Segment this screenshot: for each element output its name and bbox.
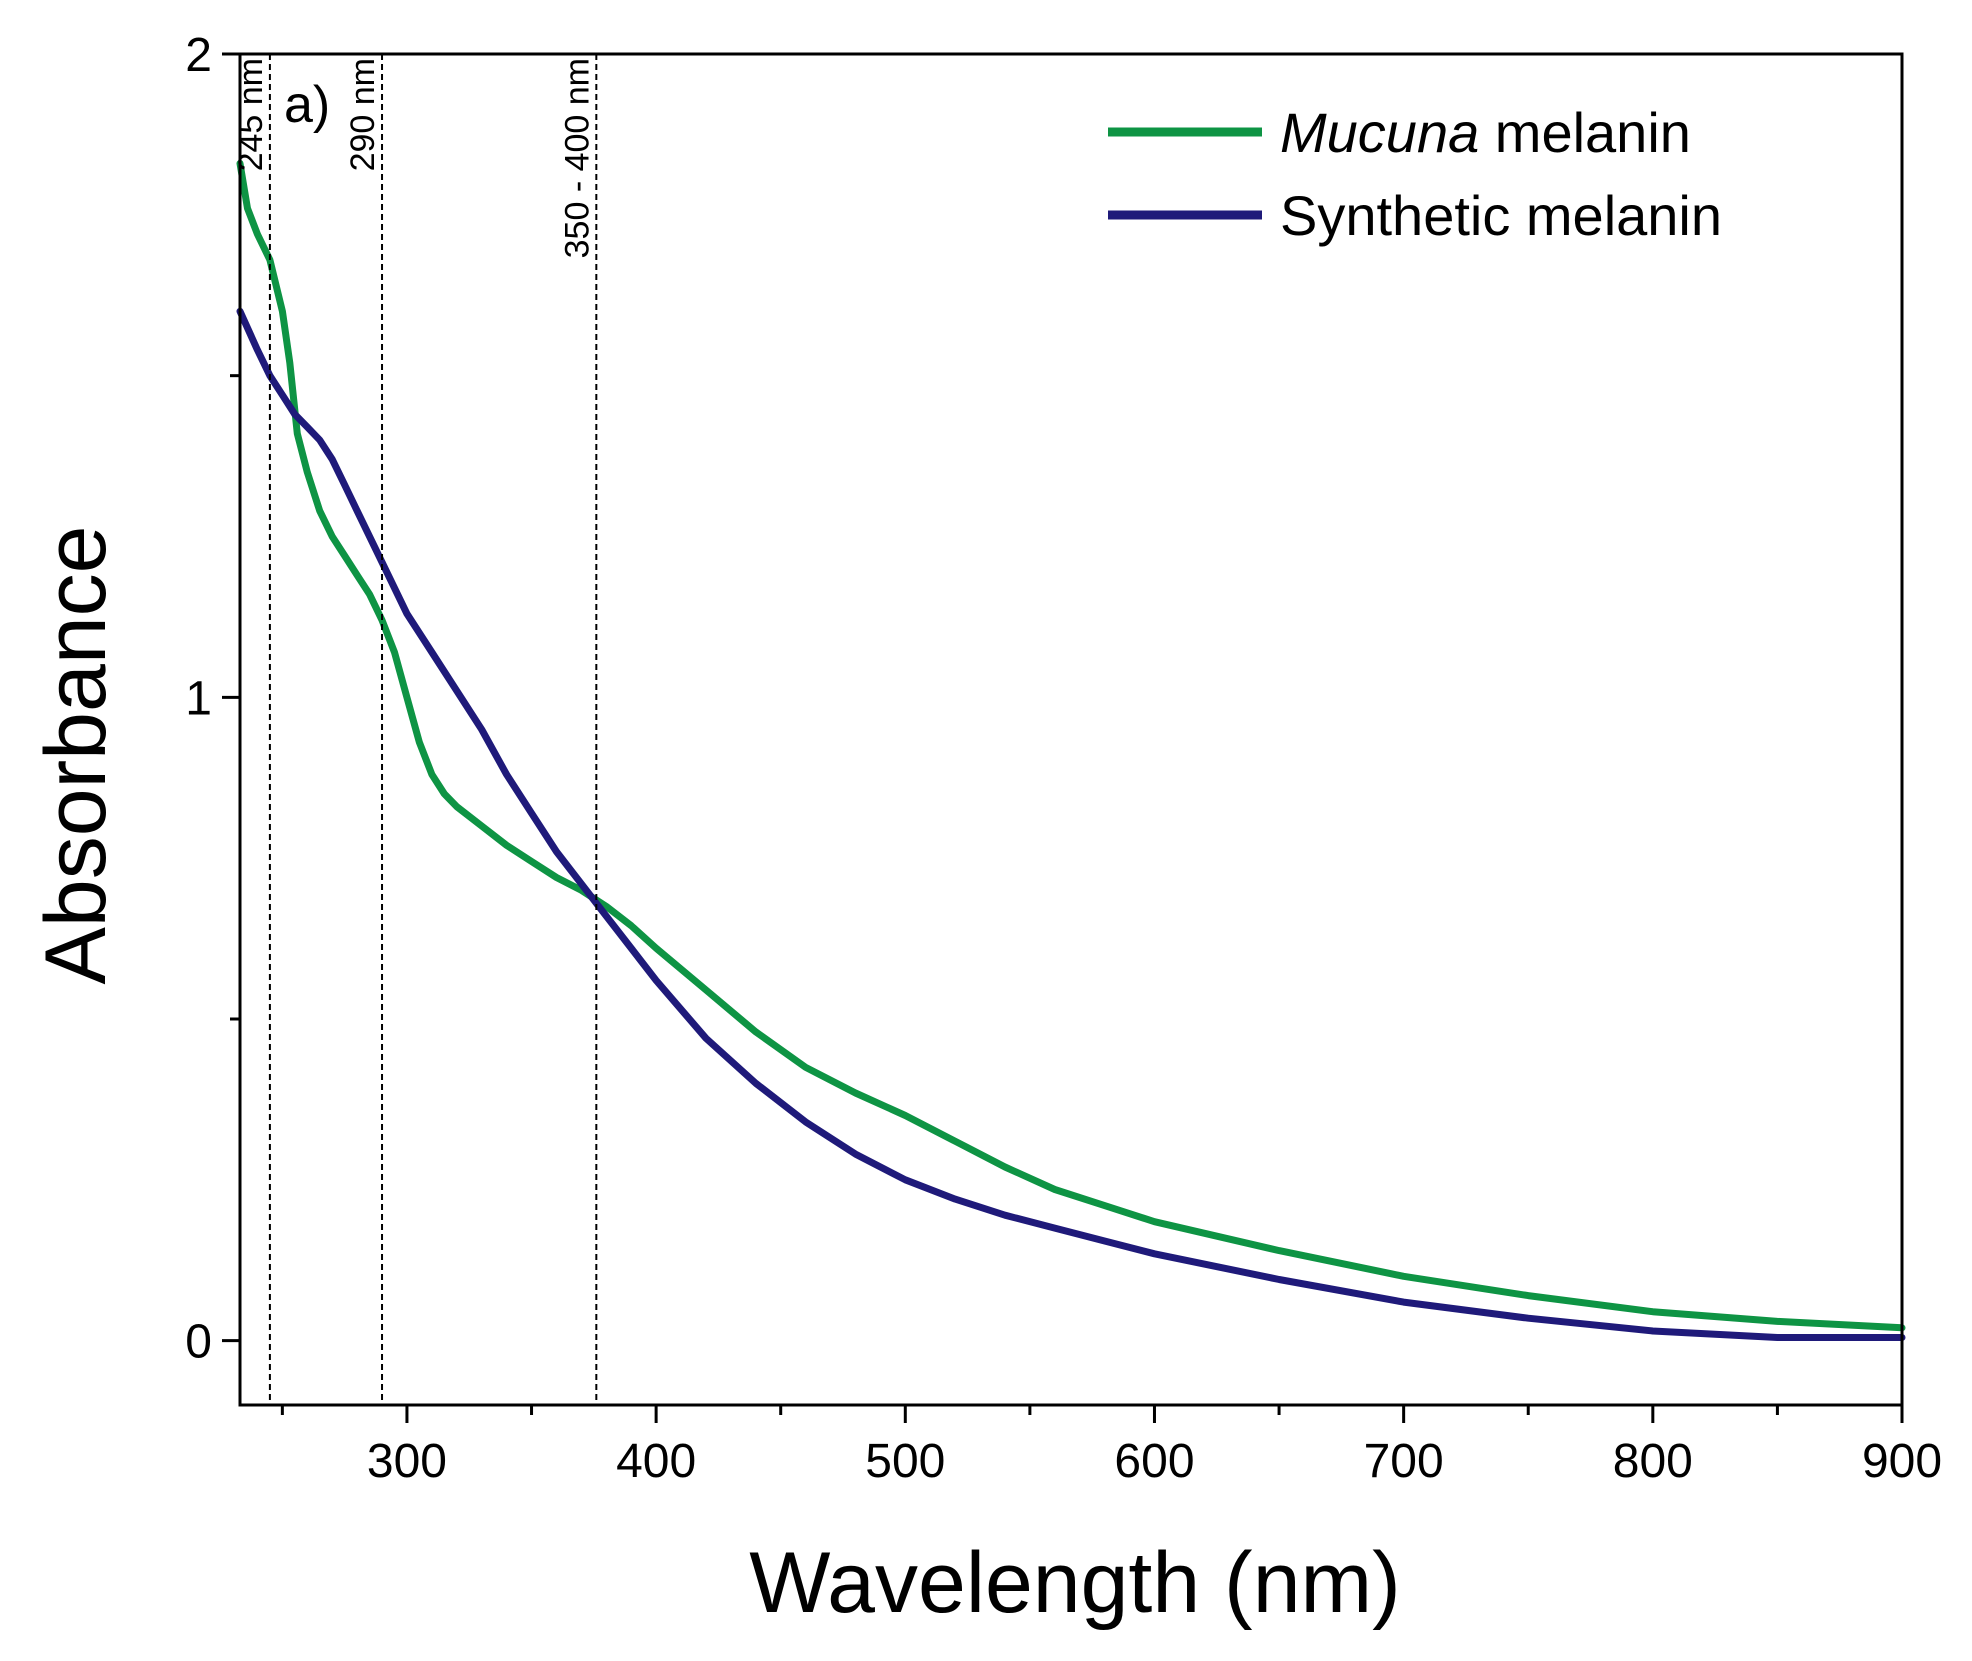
x-axis-tick-labels: 300 400 500 600 700 800 900 [367, 1435, 1942, 1488]
plot-frame [238, 52, 1904, 1407]
series-lines [236, 159, 1906, 1341]
panel-label: a) [284, 76, 330, 134]
y-axis-ticks [222, 52, 240, 1343]
y-tick-label-2: 2 [185, 29, 212, 82]
x-tick-label-500: 500 [865, 1435, 945, 1488]
legend-label-mucuna: Mucuna melanin [1280, 101, 1691, 164]
x-tick-label-700: 700 [1364, 1435, 1444, 1488]
legend-label-synthetic: Synthetic melanin [1280, 184, 1722, 247]
reference-label-1: 290 nm [344, 58, 382, 171]
x-axis-ticks [280, 1405, 1904, 1423]
series-line-0 [236, 159, 1906, 1332]
series-line-1 [236, 307, 1906, 1341]
reference-lines [268, 54, 598, 1405]
x-tick-label-900: 900 [1862, 1435, 1942, 1488]
x-tick-label-600: 600 [1114, 1435, 1194, 1488]
x-axis-title: Wavelength (nm) [749, 1535, 1401, 1631]
x-tick-label-400: 400 [616, 1435, 696, 1488]
y-tick-label-0: 0 [185, 1316, 212, 1369]
x-tick-label-800: 800 [1613, 1435, 1693, 1488]
reference-line-labels: 245 nm 290 nm 350 - 400 nm [232, 58, 596, 258]
legend-label-mucuna-italic: Mucuna [1280, 101, 1479, 164]
y-axis-title: Absorbance [28, 526, 124, 985]
reference-label-0: 245 nm [232, 58, 270, 171]
x-tick-label-300: 300 [367, 1435, 447, 1488]
y-axis-tick-labels: 0 1 2 [185, 29, 212, 1369]
y-tick-label-1: 1 [185, 672, 212, 725]
legend-label-mucuna-rest: melanin [1479, 101, 1691, 164]
legend: Mucuna melanin Synthetic melanin [1108, 101, 1722, 247]
reference-label-2: 350 - 400 nm [558, 58, 596, 258]
